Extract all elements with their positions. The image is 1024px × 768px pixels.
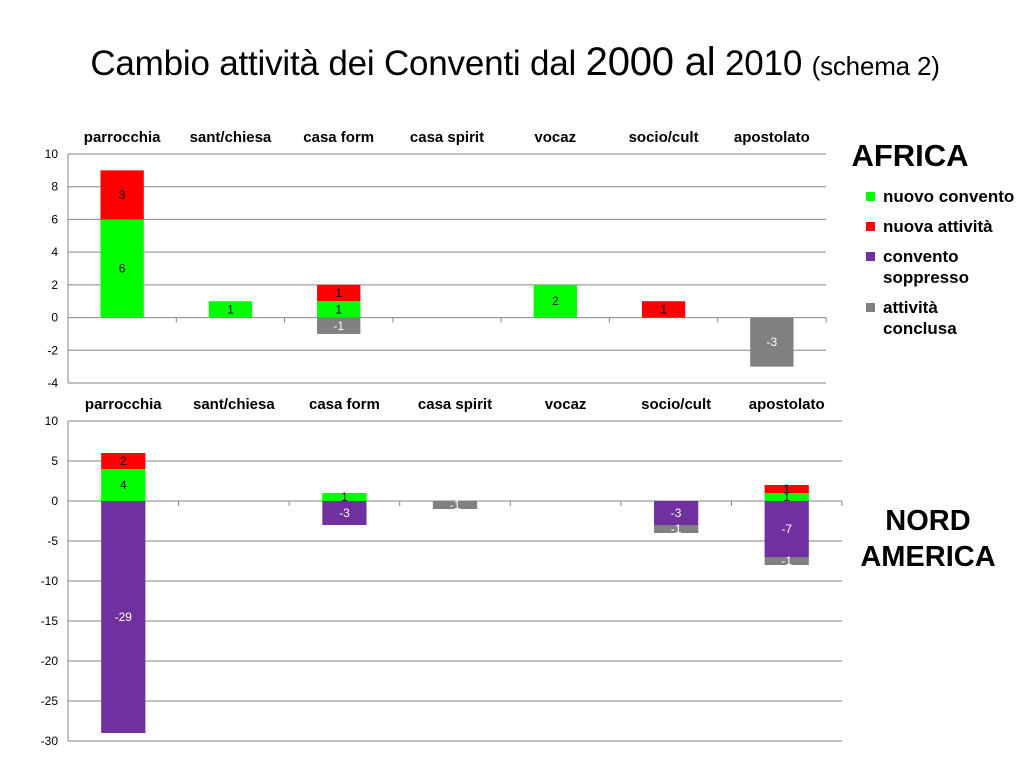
legend-swatch-convento-soppresso [866, 252, 875, 261]
title-part-2: 2000 al [585, 40, 716, 84]
africa-data-label-casa-form-nuova-attivit: 1 [335, 286, 342, 300]
africa-data-label-parrocchia-nuova-attivit: 3 [119, 188, 126, 202]
na-data-label-casa-form-nuovo-convento: 1 [341, 490, 348, 504]
na-data-label-apostolato-nuova-attivit: 1 [783, 482, 790, 496]
africa-bar-vocaz-nuovo-convento [533, 284, 577, 318]
na-y-tick-label: -20 [41, 654, 59, 668]
na-data-label-socio-cult-attivit-conclusa: -1 [671, 522, 682, 536]
africa-bar-parrocchia-nuovo-convento [100, 219, 144, 318]
na-data-label-parrocchia-nuova-attivit: 2 [120, 454, 127, 468]
na-bar-apostolato-convento-soppresso [764, 501, 809, 557]
title-part-1: Cambio attività dei Conventi dal [90, 44, 586, 83]
na-data-label-casa-spirit-attivit-conclusa: -1 [450, 498, 461, 512]
na-bar-apostolato-nuovo-convento [764, 493, 809, 501]
na-category-label: parrocchia [85, 396, 162, 413]
legend-label-nuovo-convento: nuovo convento [883, 187, 1015, 206]
na-bar-parrocchia-convento-soppresso [101, 501, 146, 733]
na-bar-casa-form-convento-soppresso [322, 501, 367, 525]
legend: nuovo convento nuova attività convento s… [866, 186, 1016, 348]
legend-item-nuova-attivita: nuova attività [866, 216, 1016, 237]
na-bar-socio-cult-attivit-conclusa [654, 525, 699, 533]
africa-bar-casa-form-nuova-attivit [317, 284, 361, 302]
africa-bar-parrocchia-nuova-attivit [100, 170, 144, 220]
na-category-label: casa form [309, 396, 380, 413]
africa-category-label: socio/cult [629, 129, 699, 146]
africa-bar-casa-form-attivit-conclusa [317, 317, 361, 334]
africa-region-label: AFRICA [851, 138, 969, 173]
africa-y-tick-label: -2 [47, 343, 58, 357]
na-bar-apostolato-attivit-conclusa [764, 557, 809, 565]
africa-data-label-socio-cult-nuova-attivit: 1 [660, 302, 667, 316]
africa-bar-casa-form-nuovo-convento [317, 301, 361, 318]
na-data-label-apostolato-nuovo-convento: 1 [783, 490, 790, 504]
africa-category-label: casa spirit [410, 129, 484, 146]
legend-swatch-attivita-conclusa [866, 303, 875, 312]
africa-data-label-sant-chiesa-nuovo-convento: 1 [227, 302, 234, 316]
nord-america-region-label: NORD AMERICA [860, 505, 996, 573]
na-bar-socio-cult-convento-soppresso [654, 501, 699, 525]
africa-y-tick-label: 6 [51, 212, 58, 226]
title-part-3: 2010 [715, 44, 812, 83]
legend-item-nuovo-convento: nuovo convento [866, 186, 1016, 207]
africa-data-label-vocaz-nuovo-convento: 2 [552, 294, 559, 308]
na-data-label-socio-cult-convento-soppresso: -3 [671, 506, 682, 520]
na-category-label: sant/chiesa [193, 396, 275, 413]
africa-data-label-apostolato-attivit-conclusa: -3 [767, 335, 778, 349]
na-category-label: apostolato [749, 396, 825, 413]
africa-data-label-casa-form-attivit-conclusa: -1 [333, 319, 344, 333]
africa-y-tick-label: -4 [47, 376, 58, 390]
africa-y-tick-label: 2 [51, 278, 58, 292]
africa-bar-apostolato-attivit-conclusa [750, 317, 794, 367]
africa-y-tick-label: 4 [51, 245, 58, 259]
na-category-label: casa spirit [418, 396, 492, 413]
africa-bar-socio-cult-nuova-attivit [641, 301, 686, 318]
legend-swatch-nuova-attivita [866, 222, 875, 231]
africa-category-label: parrocchia [84, 129, 161, 146]
na-data-label-parrocchia-convento-soppresso: -29 [115, 610, 133, 624]
na-category-label: socio/cult [641, 396, 711, 413]
na-bar-parrocchia-nuovo-convento [101, 469, 146, 501]
africa-category-label: sant/chiesa [190, 129, 272, 146]
legend-item-attivita-conclusa: attività conclusa [866, 297, 1016, 339]
na-bar-parrocchia-nuova-attivit [101, 453, 146, 469]
na-y-tick-label: -15 [41, 614, 59, 628]
na-y-tick-label: -5 [47, 534, 58, 548]
legend-label-nuova-attivita: nuova attività [883, 217, 993, 236]
na-data-label-apostolato-attivit-conclusa: -1 [781, 554, 792, 568]
na-y-tick-label: -25 [41, 694, 59, 708]
africa-data-label-parrocchia-nuovo-convento: 6 [119, 262, 126, 276]
africa-y-tick-label: 0 [51, 311, 58, 325]
title-part-4: (schema 2) [811, 51, 940, 81]
na-y-tick-label: -10 [41, 574, 59, 588]
legend-swatch-nuovo-convento [866, 192, 875, 201]
na-bar-casa-form-nuovo-convento [322, 493, 367, 501]
legend-label-convento-soppresso: convento soppresso [883, 247, 969, 287]
na-data-label-casa-form-convento-soppresso: -3 [339, 506, 350, 520]
na-y-tick-label: 5 [51, 454, 58, 468]
africa-y-tick-label: 8 [51, 180, 58, 194]
legend-label-attivita-conclusa: attività conclusa [883, 298, 957, 338]
na-category-label: vocaz [545, 396, 587, 413]
na-bar-apostolato-nuova-attivit [764, 485, 809, 493]
africa-category-label: apostolato [734, 129, 810, 146]
africa-y-tick-label: 10 [45, 147, 59, 161]
na-y-tick-label: 0 [51, 494, 58, 508]
na-data-label-parrocchia-nuovo-convento: 4 [120, 478, 127, 492]
africa-category-label: casa form [303, 129, 374, 146]
legend-item-convento-soppresso: convento soppresso [866, 246, 1016, 288]
na-y-tick-label: -30 [41, 734, 59, 748]
africa-bar-sant-chiesa-nuovo-convento [208, 301, 253, 318]
africa-data-label-casa-form-nuovo-convento: 1 [335, 302, 342, 316]
page-title: Cambio attività dei Conventi dal 2000 al… [0, 40, 1024, 85]
na-y-tick-label: 10 [45, 414, 59, 428]
na-bar-casa-spirit-attivit-conclusa [432, 501, 478, 509]
africa-category-label: vocaz [534, 129, 576, 146]
na-data-label-apostolato-convento-soppresso: -7 [781, 522, 792, 536]
